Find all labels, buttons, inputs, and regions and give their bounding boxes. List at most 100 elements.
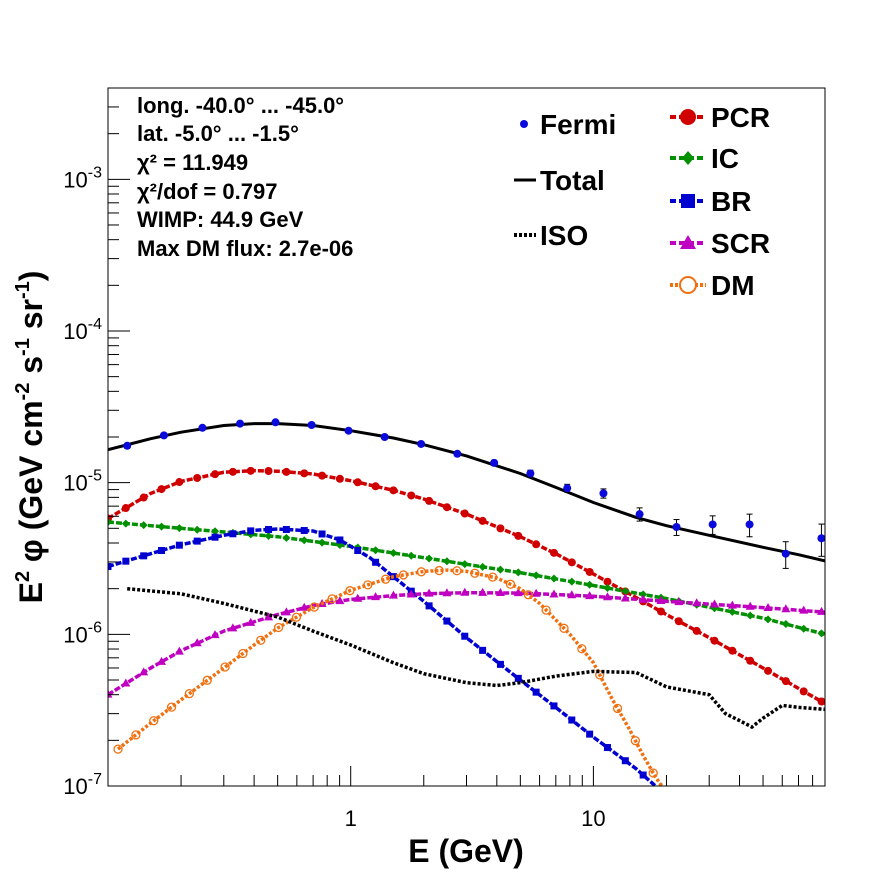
- legend-ic-marker: [682, 151, 694, 165]
- series-dm-marker: [220, 662, 230, 672]
- legend-fermi-label: Fermi: [540, 109, 616, 140]
- info-line: long. -40.0° ... -45.0°: [137, 93, 344, 118]
- series-ic-marker: [728, 607, 737, 616]
- series-ic: [108, 518, 825, 638]
- series-ic-marker: [371, 546, 380, 555]
- series-pcr-marker: [121, 504, 130, 513]
- series-scr-marker: [108, 689, 113, 698]
- series-scr-marker: [139, 667, 149, 676]
- series-dm-marker: [595, 670, 605, 680]
- series-scr-marker: [406, 589, 416, 598]
- series-ic-marker: [478, 562, 487, 571]
- series-ic-marker: [639, 590, 648, 599]
- series-dm-marker: [488, 572, 498, 582]
- series-ic-marker: [460, 560, 469, 569]
- series-br-marker: [318, 530, 326, 538]
- series-ic-marker: [318, 538, 327, 547]
- series-pcr-marker: [460, 509, 469, 518]
- series-pcr-marker: [442, 503, 451, 512]
- series-ic-marker: [621, 587, 630, 596]
- fermi-point: [672, 523, 681, 532]
- series-br-marker: [108, 563, 112, 571]
- y-tick-label: 10-5: [63, 468, 102, 496]
- series-pcr-marker: [211, 470, 220, 479]
- y-axis-title: E2 φ (GeV cm-2 s-1 sr-1): [12, 271, 49, 604]
- series-ic-marker: [514, 568, 523, 577]
- series-scr-marker: [513, 588, 523, 597]
- legend-fermi-marker: [520, 120, 528, 128]
- series-scr-marker: [781, 604, 791, 613]
- fermi-point: [198, 423, 207, 432]
- series-scr-marker: [442, 588, 452, 597]
- series-scr-marker: [478, 587, 488, 596]
- series-ic-marker: [121, 519, 130, 528]
- x-axis-ticks: 1 10: [107, 766, 826, 831]
- series-br-marker: [621, 757, 629, 765]
- legend-iso-label: ISO: [540, 220, 588, 251]
- series-br-marker: [586, 730, 594, 738]
- legend-pcr-label: PCR: [711, 102, 770, 133]
- legend-br-label: BR: [711, 186, 751, 217]
- series-pcr-marker: [371, 482, 380, 491]
- series-ic-marker: [764, 615, 773, 624]
- series-pcr-marker: [674, 617, 683, 626]
- info-line: lat. -5.0° ... -1.5°: [137, 121, 299, 146]
- info-line: χ² = 11.949: [137, 150, 248, 175]
- series-dm-marker: [380, 574, 391, 584]
- series-br-marker: [158, 547, 166, 555]
- series-dm-marker: [327, 594, 337, 604]
- series-pcr-marker: [514, 531, 523, 540]
- series-dm-marker: [523, 590, 533, 600]
- series-br-marker: [265, 525, 273, 533]
- series-scr-marker: [727, 600, 737, 609]
- series-br-marker: [247, 527, 255, 535]
- series-scr-marker: [817, 606, 825, 615]
- fermi-point: [781, 549, 790, 558]
- legend-scr-marker: [680, 235, 696, 249]
- series-dm-marker: [505, 579, 516, 589]
- fermi-point: [271, 418, 280, 427]
- series-pcr-marker: [193, 473, 202, 482]
- fermi-point: [453, 449, 462, 458]
- series-br-marker: [300, 526, 308, 534]
- series-pcr-marker: [139, 493, 148, 502]
- x-tick-label: 10: [581, 806, 605, 831]
- series-total: [108, 422, 825, 563]
- series-dm-marker: [184, 688, 195, 699]
- series-dm-marker: [273, 622, 284, 633]
- series-scr-marker: [264, 612, 274, 621]
- series-pcr-marker: [532, 540, 541, 549]
- legend-scr-label: SCR: [711, 228, 770, 259]
- series-scr-marker: [620, 593, 630, 602]
- x-tick-label: 1: [345, 806, 357, 831]
- series-scr-marker: [638, 594, 648, 603]
- series-ic-marker: [442, 557, 451, 566]
- y-tick-label: 10-7: [63, 771, 102, 799]
- series-br-marker: [603, 744, 611, 752]
- series-pcr-marker: [603, 577, 612, 586]
- series-pcr-marker: [710, 636, 719, 645]
- series-dm-marker: [309, 602, 319, 612]
- series-pcr-marker: [585, 567, 594, 576]
- series-ic-marker: [567, 577, 576, 586]
- fermi-point: [708, 520, 717, 529]
- info-box: long. -40.0° ... -45.0° lat. -5.0° ... -…: [137, 93, 353, 261]
- series-br-marker: [175, 541, 183, 549]
- series-scr-marker: [763, 602, 773, 611]
- legend-pcr-marker: [680, 109, 696, 125]
- series-br-marker: [211, 533, 219, 541]
- series-pcr-marker: [353, 478, 362, 487]
- series-ic-marker: [781, 620, 790, 629]
- y-tick-label: 10-6: [63, 619, 102, 647]
- fermi-point: [635, 510, 644, 519]
- series-pcr-marker: [549, 548, 558, 557]
- series-scr-marker: [353, 593, 363, 602]
- series-scr-marker: [531, 588, 541, 597]
- series-pcr-marker: [567, 558, 576, 567]
- fermi-point: [490, 458, 499, 467]
- series-br-marker: [336, 536, 344, 544]
- series-ic-marker: [211, 527, 220, 536]
- series-pcr-marker: [425, 496, 434, 505]
- series-ic-marker: [175, 524, 184, 533]
- series-ic-marker: [746, 611, 755, 620]
